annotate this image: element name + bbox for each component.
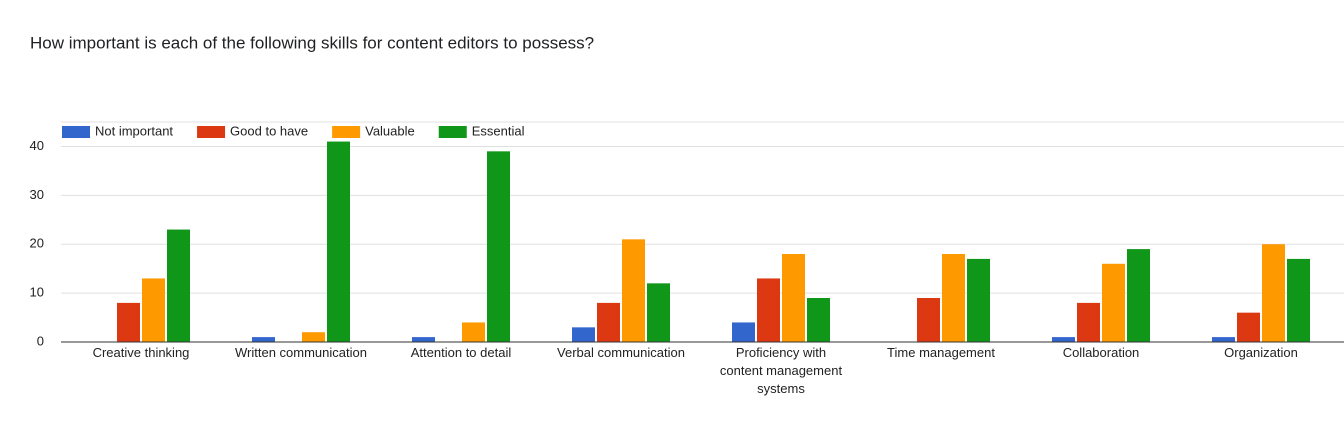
legend-swatch: [332, 126, 361, 138]
bar: [1237, 312, 1260, 342]
legend-swatch: [438, 126, 467, 138]
y-tick-label: 30: [30, 187, 44, 202]
bar: [252, 337, 275, 342]
y-tick-label: 40: [30, 138, 44, 153]
y-tick-label: 0: [37, 333, 44, 348]
x-tick-label: Organization: [1224, 345, 1298, 360]
x-tick-label: Attention to detail: [411, 345, 512, 360]
legend-swatch: [62, 126, 90, 138]
legend-label: Essential: [472, 123, 525, 138]
y-tick-label: 10: [30, 285, 44, 300]
chart-title: How important is each of the following s…: [30, 33, 594, 52]
x-tick-label: Creative thinking: [93, 345, 190, 360]
bar: [327, 141, 350, 342]
x-tick-label: Time management: [887, 345, 995, 360]
bar: [1287, 258, 1310, 342]
y-tick-label: 20: [30, 236, 44, 251]
bar: [1212, 337, 1235, 342]
bar: [917, 298, 940, 342]
x-tick-label: Collaboration: [1063, 345, 1140, 360]
x-tick-label: Verbal communication: [557, 345, 685, 360]
bar: [967, 258, 990, 342]
bar: [757, 278, 780, 342]
bar: [597, 302, 620, 342]
bar: [302, 332, 325, 342]
x-tick-label: Proficiency with content management system…: [720, 345, 843, 396]
x-tick-label: Written communication: [235, 345, 367, 360]
bar: [167, 229, 190, 342]
bar: [142, 278, 165, 342]
bar: [1102, 263, 1125, 342]
bar: [462, 322, 485, 342]
bar: [1127, 249, 1150, 342]
bar: [1052, 337, 1075, 342]
bar: [1262, 244, 1285, 342]
bar: [412, 337, 435, 342]
bar: [647, 283, 670, 342]
bar: [117, 302, 140, 342]
bar: [942, 254, 965, 342]
legend-label: Valuable: [365, 123, 415, 138]
bar: [622, 239, 645, 342]
legend-label: Not important: [95, 123, 173, 138]
legend-label: Good to have: [230, 123, 308, 138]
bar: [732, 322, 755, 342]
legend-swatch: [197, 126, 226, 138]
bar: [487, 151, 510, 342]
bar: [807, 298, 830, 342]
bar: [782, 254, 805, 342]
bar: [572, 327, 595, 342]
bar: [1077, 302, 1100, 342]
